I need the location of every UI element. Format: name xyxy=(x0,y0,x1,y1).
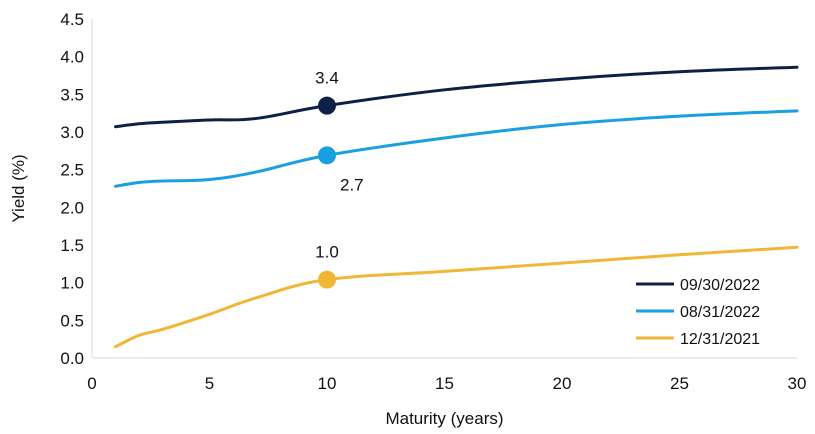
x-tick-label: 5 xyxy=(205,374,214,393)
legend-label-1: 08/31/2022 xyxy=(680,304,760,321)
x-tick-label: 0 xyxy=(87,374,96,393)
data-label-2: 1.0 xyxy=(315,243,339,262)
legend-label-0: 09/30/2022 xyxy=(680,277,760,294)
x-tick-label: 25 xyxy=(670,374,689,393)
x-tick-label: 20 xyxy=(553,374,572,393)
highlight-marker-0 xyxy=(318,97,336,115)
y-tick-label: 0.5 xyxy=(60,311,84,330)
legend-label-2: 12/31/2021 xyxy=(680,331,760,348)
x-axis-title: Maturity (years) xyxy=(385,409,503,428)
x-tick-label: 10 xyxy=(318,374,337,393)
y-tick-label: 2.5 xyxy=(60,161,84,180)
x-tick-label: 15 xyxy=(435,374,454,393)
y-tick-label: 4.0 xyxy=(60,48,84,67)
y-tick-label: 2.0 xyxy=(60,198,84,217)
legend: 09/30/2022 08/31/2022 12/31/2021 xyxy=(636,277,760,348)
y-tick-label: 3.5 xyxy=(60,85,84,104)
y-axis-title: Yield (%) xyxy=(9,154,28,222)
y-tick-label: 1.0 xyxy=(60,274,84,293)
x-tick-label: 30 xyxy=(788,374,807,393)
highlight-marker-1 xyxy=(318,146,336,164)
y-tick-label: 3.0 xyxy=(60,123,84,142)
y-tick-label: 1.5 xyxy=(60,236,84,255)
series-line-1 xyxy=(116,111,798,186)
series-line-0 xyxy=(116,67,798,127)
y-tick-label: 0.0 xyxy=(60,349,84,368)
data-label-1: 2.7 xyxy=(340,175,364,194)
highlight-marker-2 xyxy=(318,271,336,289)
y-tick-label: 4.5 xyxy=(60,10,84,29)
data-label-0: 3.4 xyxy=(315,69,339,88)
